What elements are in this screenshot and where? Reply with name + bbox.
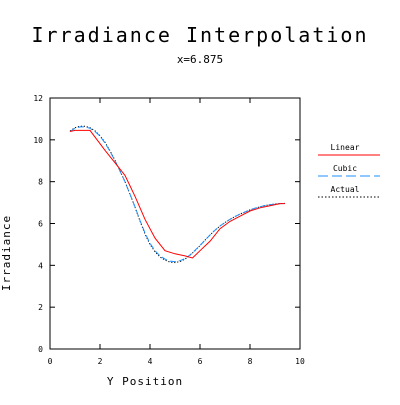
x-tick-label: 6	[198, 357, 203, 366]
y-axis-label: Irradiance	[0, 215, 13, 291]
y-tick-label: 10	[33, 136, 43, 145]
series-line-actual	[69, 125, 286, 264]
y-tick-label: 6	[38, 220, 43, 229]
legend-label-cubic: Cubic	[333, 164, 357, 173]
y-tick-label: 12	[33, 94, 43, 103]
x-tick-label: 8	[248, 357, 253, 366]
x-axis-label: Y Position	[107, 375, 183, 388]
x-tick-label: 0	[48, 357, 53, 366]
plot-frame	[49, 97, 301, 350]
legend: Linear Cubic Actual	[318, 143, 380, 198]
x-tick-label: 2	[98, 357, 103, 366]
chart-subtitle: x=6.875	[177, 53, 223, 66]
series-line-linear	[69, 129, 285, 259]
y-tick-label: 0	[38, 345, 43, 354]
x-tick-label: 4	[148, 357, 153, 366]
series-lines	[69, 125, 286, 264]
legend-label-linear: Linear	[331, 143, 360, 152]
y-tick-label: 4	[38, 261, 43, 270]
y-tick-label: 8	[38, 178, 43, 187]
y-tick-label: 2	[38, 303, 43, 312]
x-tick-label: 10	[295, 357, 305, 366]
axis-ticks: 0 2 4 6 8 10 0 2 4 6 8 10 12	[33, 94, 305, 366]
chart-title: Irradiance Interpolation	[32, 23, 369, 47]
legend-label-actual: Actual	[331, 185, 360, 194]
